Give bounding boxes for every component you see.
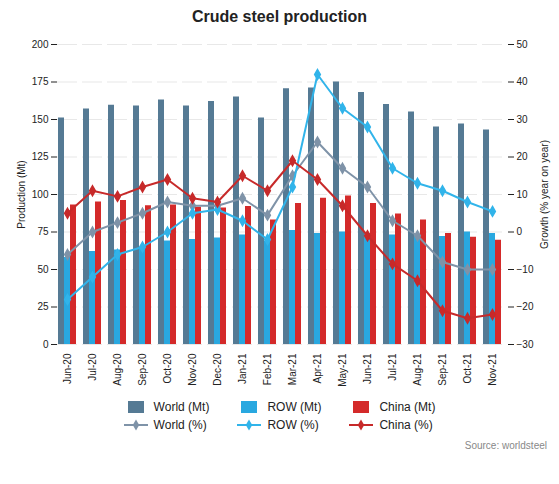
svg-text:175: 175 bbox=[32, 76, 49, 87]
html-text:Crude steel production: Crude steel production bbox=[191, 8, 368, 25]
svg-text:Dec-20: Dec-20 bbox=[212, 353, 223, 386]
html-text:World (%): World (%) bbox=[153, 418, 207, 432]
html-text:World (Mt): World (Mt) bbox=[153, 400, 210, 414]
svg-text:−30: −30 bbox=[517, 339, 534, 350]
svg-text:50: 50 bbox=[517, 39, 529, 50]
svg-text:Oct-20: Oct-20 bbox=[162, 353, 173, 383]
svg-text:Sep-21: Sep-21 bbox=[437, 353, 448, 386]
html-text:China (%): China (%) bbox=[379, 418, 433, 432]
svg-text:Nov-20: Nov-20 bbox=[187, 353, 198, 386]
html-text:ROW (Mt): ROW (Mt) bbox=[267, 400, 322, 414]
svg-text:Jun-20: Jun-20 bbox=[62, 353, 73, 384]
svg-text:125: 125 bbox=[32, 151, 49, 162]
svg-text:10: 10 bbox=[517, 189, 529, 200]
svg-text:Oct-21: Oct-21 bbox=[462, 353, 473, 383]
svg-text:20: 20 bbox=[517, 151, 529, 162]
svg-text:100: 100 bbox=[32, 189, 49, 200]
svg-text:Sep-20: Sep-20 bbox=[137, 353, 148, 386]
svg-text:150: 150 bbox=[32, 114, 49, 125]
svg-text:Growth (% year on year): Growth (% year on year) bbox=[539, 140, 550, 249]
html-text:China (Mt): China (Mt) bbox=[379, 400, 436, 414]
svg-text:25: 25 bbox=[37, 301, 49, 312]
svg-text:50: 50 bbox=[37, 264, 49, 275]
svg-text:Jul-21: Jul-21 bbox=[387, 353, 398, 381]
svg-text:Jan-21: Jan-21 bbox=[237, 353, 248, 384]
svg-text:−10: −10 bbox=[517, 264, 534, 275]
svg-text:May-21: May-21 bbox=[337, 353, 348, 387]
svg-text:Aug-21: Aug-21 bbox=[412, 353, 423, 386]
svg-text:Aug-20: Aug-20 bbox=[112, 353, 123, 386]
svg-text:40: 40 bbox=[517, 76, 529, 87]
html-text:Source: worldsteel: Source: worldsteel bbox=[464, 440, 547, 451]
svg-text:Apr-21: Apr-21 bbox=[312, 353, 323, 383]
svg-text:Mar-21: Mar-21 bbox=[287, 353, 298, 385]
svg-text:Jul-20: Jul-20 bbox=[87, 353, 98, 381]
svg-text:−20: −20 bbox=[517, 301, 534, 312]
svg-text:0: 0 bbox=[43, 339, 49, 350]
svg-text:Production (Mt): Production (Mt) bbox=[16, 160, 27, 228]
svg-text:0: 0 bbox=[517, 226, 523, 237]
svg-text:200: 200 bbox=[32, 39, 49, 50]
html-text:ROW (%): ROW (%) bbox=[267, 418, 319, 432]
svg-text:Nov-21: Nov-21 bbox=[487, 353, 498, 386]
svg-text:75: 75 bbox=[37, 226, 49, 237]
svg-text:Feb-21: Feb-21 bbox=[262, 353, 273, 385]
svg-text:30: 30 bbox=[517, 114, 529, 125]
svg-text:Jun-21: Jun-21 bbox=[362, 353, 373, 384]
